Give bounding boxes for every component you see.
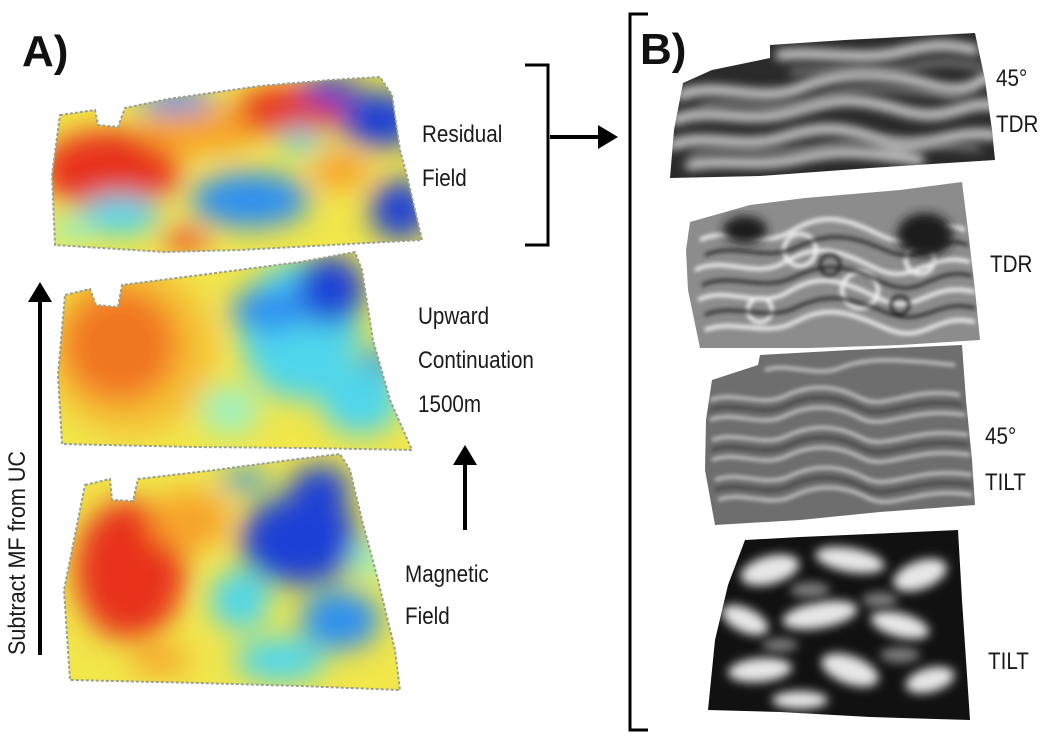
tdr-label: TDR: [990, 251, 1033, 278]
residual-bracket: [525, 63, 550, 247]
subtract-arrow: [28, 282, 52, 655]
tilt-45-map: [705, 345, 975, 525]
upward-label-line-2: Continuation: [418, 347, 534, 374]
upward-label-line-3: 1500m: [418, 391, 482, 418]
tilt45-label-line-2: TILT: [985, 469, 1026, 496]
residual-label-line-2: Field: [422, 165, 467, 192]
tdr-map: [686, 182, 980, 348]
panel-a-letter: A): [22, 27, 69, 76]
tdr45-label-line-1: 45°: [996, 65, 1028, 92]
magnetic-label-line-2: Field: [405, 603, 450, 630]
panel-b-letter: B): [640, 25, 687, 74]
right-arrow: [550, 125, 618, 149]
tdr-45-map: [670, 33, 995, 178]
tilt-label: TILT: [988, 648, 1029, 675]
subtract-label: Subtract MF from UC: [4, 450, 31, 655]
residual-field-map: [50, 75, 424, 254]
magnetic-field-map: [62, 452, 402, 692]
tdr45-label-line-2: TDR: [996, 111, 1039, 138]
residual-label-line-1: Residual: [422, 121, 503, 148]
upward-label-line-1: Upward: [418, 303, 490, 330]
panel-b-bracket: [628, 12, 648, 732]
upward-continuation-map: [56, 250, 414, 452]
up-arrow: [453, 445, 477, 530]
magnetic-label-line-1: Magnetic: [405, 561, 489, 588]
tilt-map: [708, 530, 970, 720]
tilt45-label-line-1: 45°: [985, 423, 1017, 450]
